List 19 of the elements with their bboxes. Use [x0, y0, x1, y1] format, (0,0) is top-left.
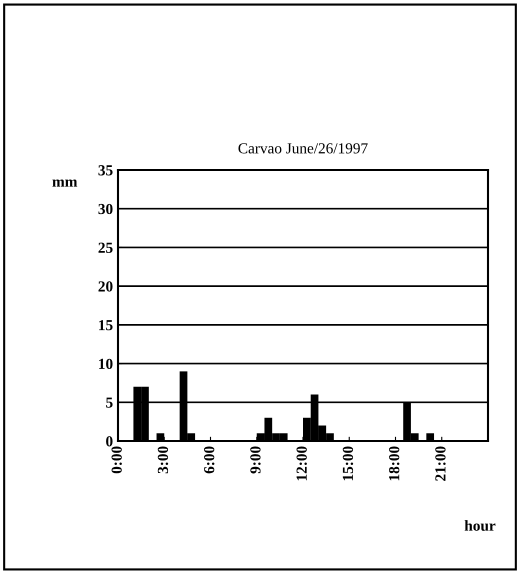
y-tick-label: 15	[99, 320, 113, 330]
y-tick-label: 20	[98, 281, 113, 292]
x-tick-label: 0:00	[112, 446, 122, 474]
x-tick-label: 15:00	[342, 446, 354, 480]
x-axis-title: hour	[464, 520, 496, 531]
y-tick-label: 35	[98, 165, 113, 176]
x-tick-label: 18:00	[389, 446, 400, 480]
y-tick-label: 5	[106, 398, 113, 408]
x-tick-label: 21:00	[435, 446, 446, 481]
chart-title: Carvao June/26/1997	[238, 143, 368, 154]
x-tick-label: 3:00	[158, 446, 168, 474]
x-tick-label: 6:00	[204, 446, 214, 474]
y-tick-label: 30	[98, 204, 113, 214]
y-tick-label: 25	[98, 242, 113, 253]
x-tick-label: 9:00	[250, 446, 261, 474]
y-tick-label: 0	[106, 436, 113, 446]
y-axis-title: mm	[52, 179, 78, 187]
x-tick-label: 12:00	[296, 446, 307, 480]
y-tick-label: 10	[99, 358, 113, 370]
